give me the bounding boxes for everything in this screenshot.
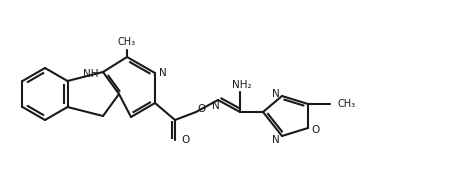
Text: O: O [181, 135, 189, 145]
Text: N: N [212, 101, 220, 111]
Text: NH: NH [83, 69, 98, 79]
Text: CH₃: CH₃ [118, 37, 136, 47]
Text: N: N [272, 89, 280, 99]
Text: NH₂: NH₂ [232, 80, 252, 90]
Text: N: N [159, 68, 167, 78]
Text: CH₃: CH₃ [338, 99, 356, 109]
Text: O: O [198, 104, 206, 114]
Text: O: O [312, 125, 320, 135]
Text: N: N [272, 135, 280, 145]
